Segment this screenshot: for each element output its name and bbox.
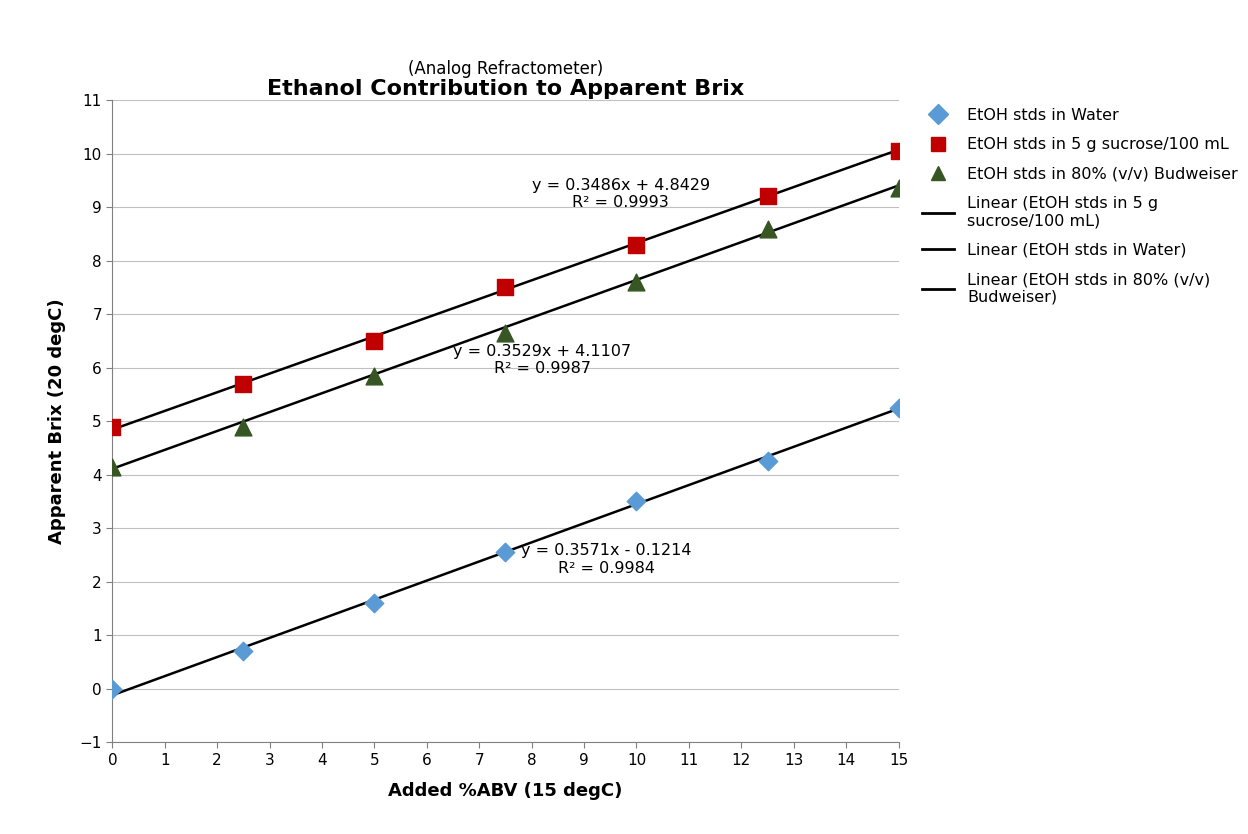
Point (233, 377, 253, 390)
Point (889, 182, 909, 195)
Point (495, 326, 515, 339)
X-axis label: Added %ABV (15 degC): Added %ABV (15 degC) (388, 781, 623, 800)
Point (364, 334, 384, 348)
Point (889, 401, 909, 414)
Point (889, 144, 909, 158)
Legend: EtOH stds in Water, EtOH stds in 5 g sucrose/100 mL, EtOH stds in 80% (v/v) Budw: EtOH stds in Water, EtOH stds in 5 g suc… (922, 108, 1238, 304)
Y-axis label: Apparent Brix (20 degC): Apparent Brix (20 degC) (47, 299, 66, 544)
Point (758, 190, 778, 203)
Title: Ethanol Contribution to Apparent Brix: Ethanol Contribution to Apparent Brix (267, 78, 744, 98)
Point (102, 420, 122, 433)
Point (364, 369, 384, 382)
Text: y = 0.3571x - 0.1214
R² = 0.9984: y = 0.3571x - 0.1214 R² = 0.9984 (522, 543, 691, 575)
Text: (Analog Refractometer): (Analog Refractometer) (408, 59, 603, 78)
Point (495, 545, 515, 559)
Point (626, 495, 646, 508)
Point (758, 455, 778, 468)
Point (102, 682, 122, 696)
Point (364, 596, 384, 610)
Point (626, 275, 646, 289)
Text: y = 0.3486x + 4.8429
R² = 0.9993: y = 0.3486x + 4.8429 R² = 0.9993 (532, 178, 710, 210)
Text: y = 0.3529x + 4.1107
R² = 0.9987: y = 0.3529x + 4.1107 R² = 0.9987 (453, 344, 631, 376)
Point (102, 460, 122, 474)
Point (626, 238, 646, 251)
Point (233, 420, 253, 433)
Point (495, 281, 515, 294)
Point (233, 645, 253, 658)
Point (758, 222, 778, 235)
